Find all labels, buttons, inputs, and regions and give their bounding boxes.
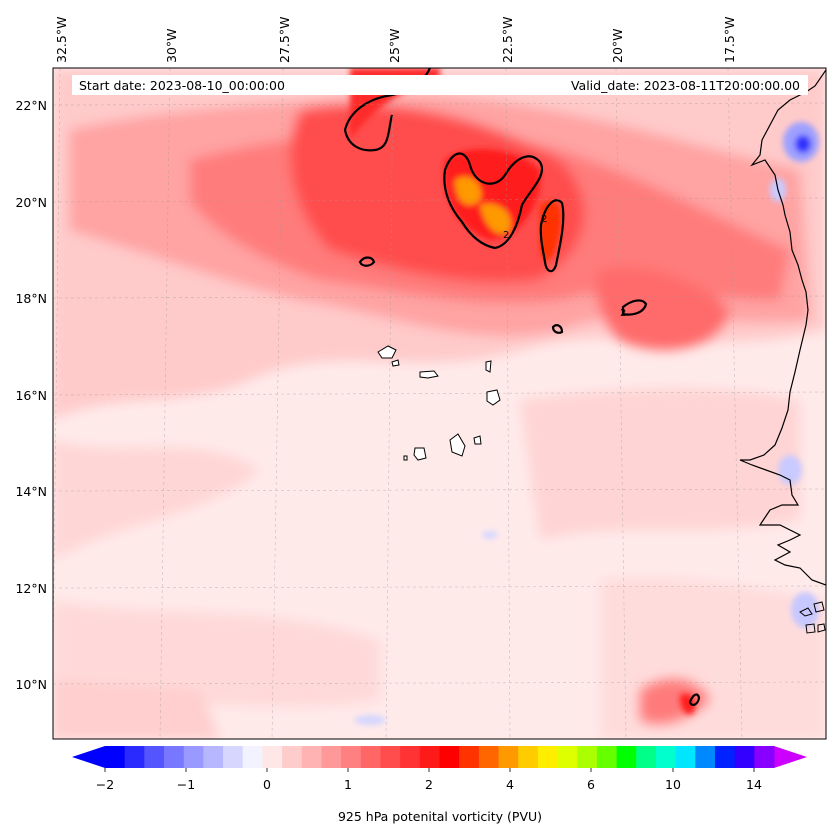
colorbar-title: 925 hPa potenital vorticity (PVU) — [338, 809, 542, 824]
colorbar-cell — [262, 746, 283, 768]
lat-tick-label: 10°N — [15, 677, 47, 692]
colorbar-cell — [498, 746, 519, 768]
colorbar-cell — [754, 746, 775, 768]
date-banner — [72, 75, 808, 95]
colorbar-cell — [183, 746, 204, 768]
colorbar-over-arrow — [774, 746, 807, 768]
colorbar-cell — [596, 746, 618, 768]
colorbar-cell — [636, 746, 657, 768]
colorbar-tick-label: 14 — [746, 777, 762, 792]
contour-label: 2 — [541, 214, 547, 225]
colorbar-tick-label: 4 — [506, 777, 514, 792]
colorbar-cell — [144, 746, 165, 768]
lon-tick-label: 20°W — [610, 28, 625, 63]
colorbar-cell — [695, 746, 716, 768]
colorbar-cell — [400, 746, 421, 768]
latitude-labels: 22°N 20°N 18°N 16°N 14°N 12°N 10°N — [15, 98, 47, 692]
lon-tick-label: 30°W — [164, 28, 179, 63]
contour-label: 2 — [620, 308, 626, 319]
colorbar-tick-label: 6 — [587, 777, 595, 792]
colorbar-cell — [223, 746, 244, 768]
colorbar-cell — [616, 746, 637, 768]
start-date-label: Start date: 2023-08-10_00:00:00 — [79, 78, 285, 93]
colorbar-cell — [321, 746, 342, 768]
lon-tick-label: 27.5°W — [277, 17, 292, 63]
lon-tick-label: 32.5°W — [54, 17, 69, 63]
lon-tick-label: 17.5°W — [722, 17, 737, 63]
colorbar-cell — [734, 746, 755, 768]
colorbar-tick-label: 0 — [263, 777, 271, 792]
colorbar-cell — [124, 746, 145, 768]
lon-tick-label: 25°W — [387, 28, 402, 63]
colorbar-cell — [105, 746, 126, 768]
coastal-islands — [799, 601, 826, 634]
colorbar-cell — [242, 746, 263, 768]
africa-coastline — [739, 69, 826, 586]
lat-tick-label: 12°N — [15, 581, 47, 596]
colorbar-cell — [203, 746, 224, 768]
colorbar-cell — [478, 746, 500, 768]
colorbar-tick-label: 1 — [344, 777, 352, 792]
colorbar-cell — [518, 746, 539, 768]
colorbar-cell — [301, 746, 322, 768]
colorbar-cell — [537, 746, 559, 768]
colorbar-tick-label: −2 — [96, 777, 114, 792]
colorbar-cell — [577, 746, 598, 768]
colorbar-tick-label: 2 — [425, 777, 433, 792]
colorbar: −2 −1 0 1 2 4 6 10 14 925 hPa potenital … — [72, 746, 807, 824]
map-frame — [52, 67, 827, 740]
lat-tick-label: 14°N — [15, 484, 47, 499]
colorbar-tick-labels: −2 −1 0 1 2 4 6 10 14 — [96, 777, 762, 792]
cape-verde-islands — [377, 345, 501, 461]
colorbar-cell — [439, 746, 460, 768]
graticule — [53, 68, 826, 739]
lat-tick-label: 16°N — [15, 388, 47, 403]
pv-field: 2 2 2 — [53, 68, 826, 739]
lon-tick-label: 22.5°W — [500, 17, 515, 63]
lat-tick-label: 20°N — [15, 195, 47, 210]
longitude-labels: 32.5°W 30°W 27.5°W 25°W 22.5°W 20°W 17.5… — [54, 17, 737, 63]
colorbar-cell — [164, 746, 185, 768]
colorbar-cell — [675, 746, 696, 768]
colorbar-cell — [282, 746, 303, 768]
colorbar-cell — [655, 746, 677, 768]
colorbar-tick-label: −1 — [177, 777, 195, 792]
colorbar-cell — [360, 746, 381, 768]
colorbar-cell — [459, 746, 480, 768]
colorbar-cell — [341, 746, 362, 768]
colorbar-cell — [714, 746, 736, 768]
contour-label: 2 — [503, 230, 509, 241]
colorbar-cell — [380, 746, 401, 768]
colorbar-cell — [419, 746, 440, 768]
pv-contour — [343, 68, 701, 707]
lat-tick-label: 18°N — [15, 291, 47, 306]
colorbar-tick-label: 10 — [665, 777, 681, 792]
colorbar-cell — [557, 746, 578, 768]
lat-tick-label: 22°N — [15, 98, 47, 113]
valid-date-label: Valid_date: 2023-08-11T20:00:00.00 — [571, 78, 800, 93]
colorbar-under-arrow — [72, 746, 105, 768]
colorbar-ticks — [104, 768, 755, 772]
